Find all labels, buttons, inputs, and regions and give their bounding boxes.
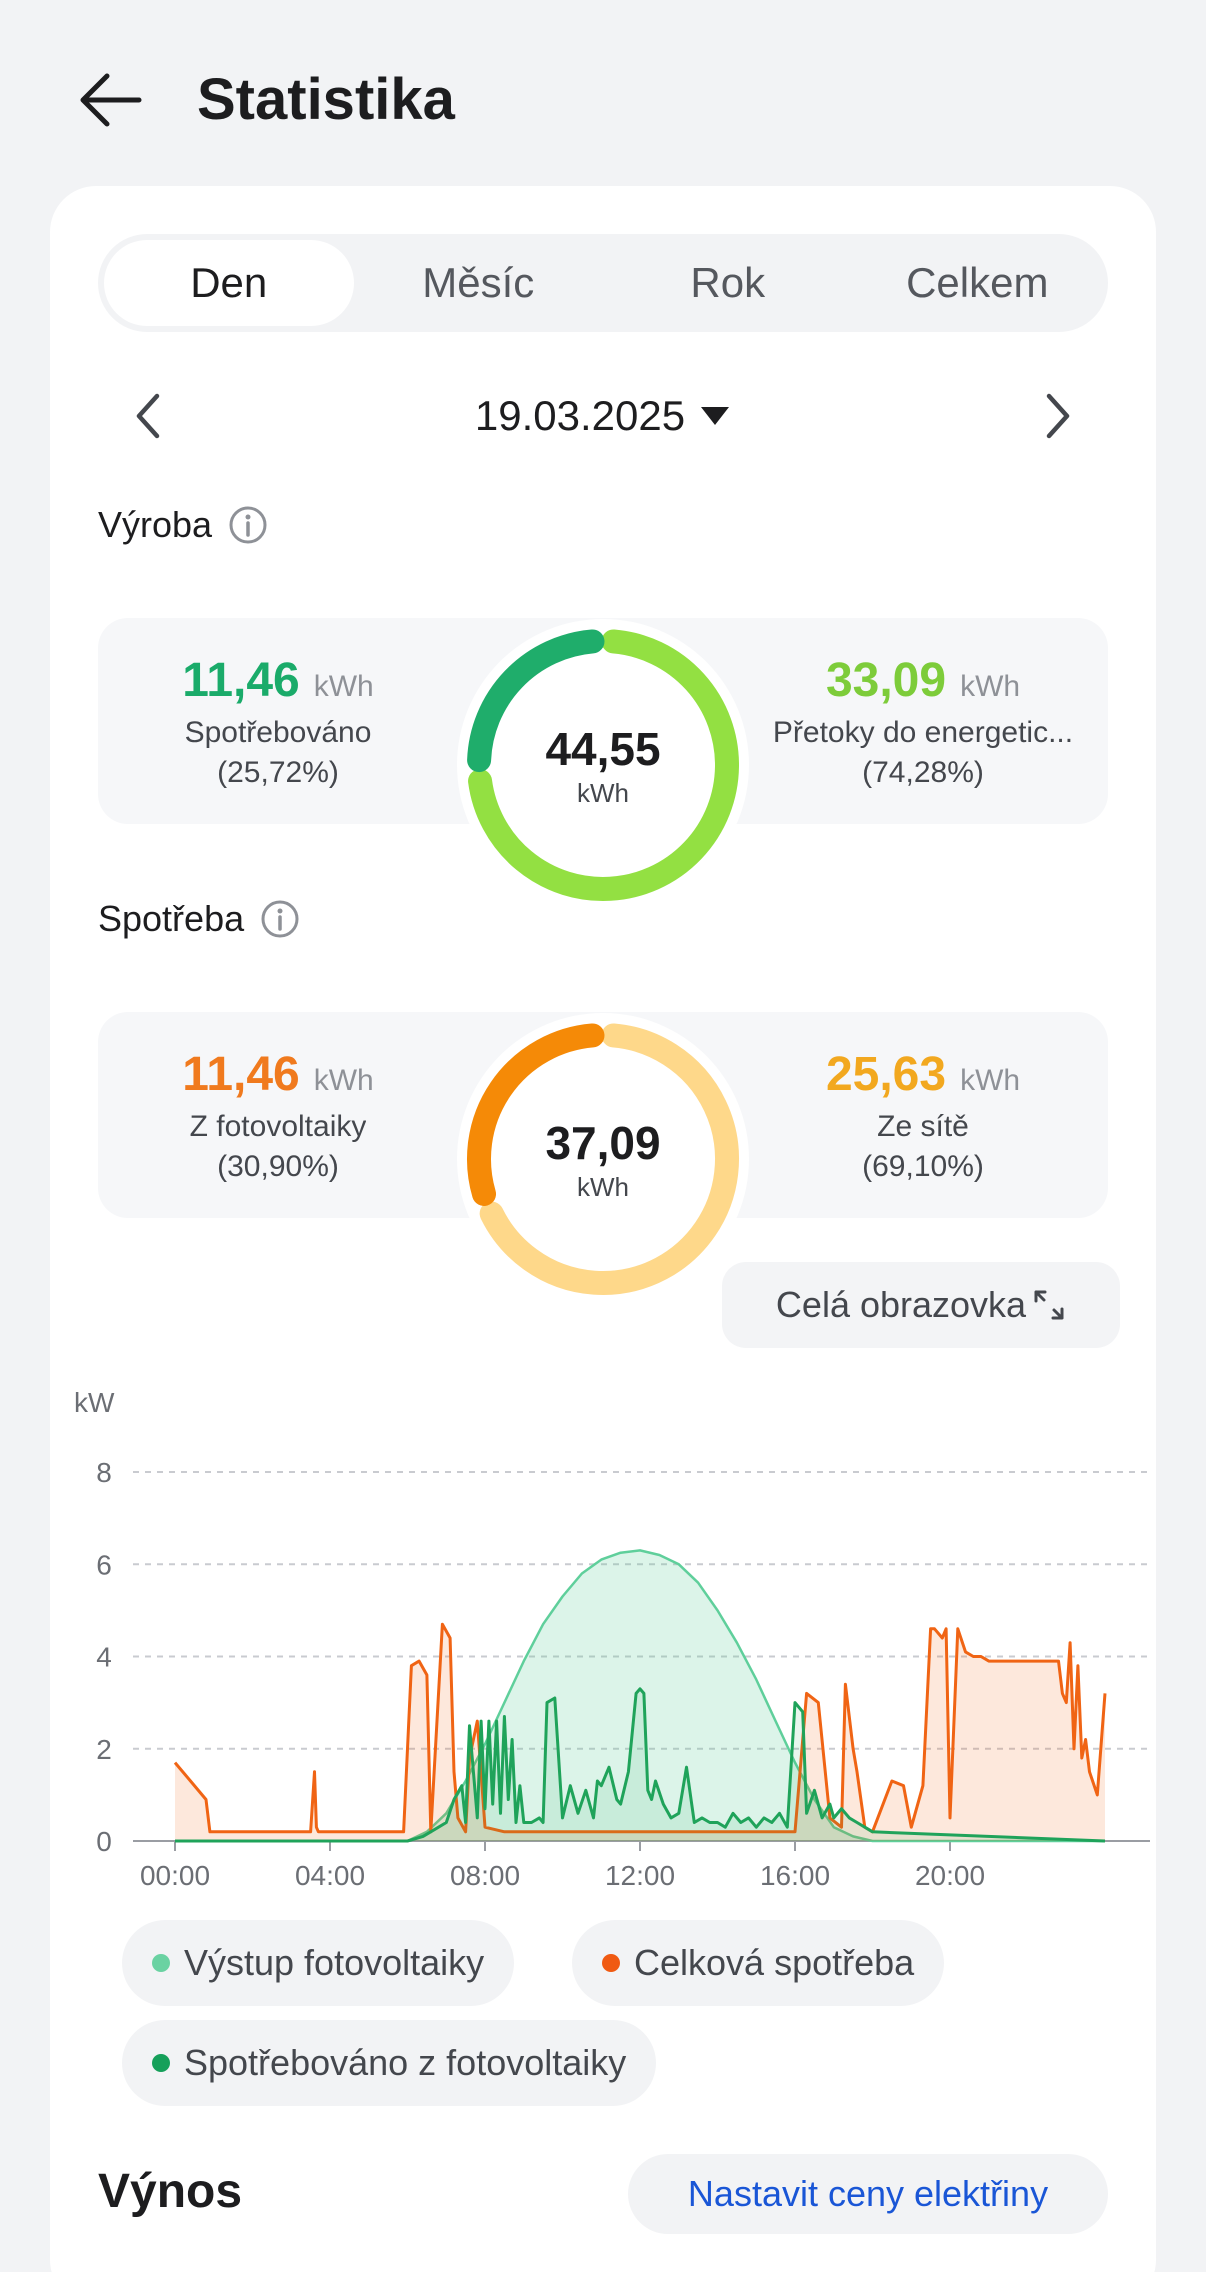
production-exported-value: 33,09: [825, 653, 947, 707]
tab-year[interactable]: Rok: [690, 259, 766, 306]
production-consumed-value: 11,46: [182, 653, 300, 707]
donut-arc-exported: [468, 629, 739, 901]
period-tabs: Den Měsíc Rok Celkem: [98, 234, 1108, 332]
previous-date-button[interactable]: [118, 386, 178, 446]
legend-dot-pv-output: [152, 1954, 170, 1972]
consumption-section-label: Spotřeba: [98, 898, 300, 940]
date-picker[interactable]: 19.03.2025: [98, 376, 1108, 456]
consumption-from-pv-percent: (30,90%): [217, 1149, 339, 1183]
x-tick-label: 08:00: [450, 1860, 520, 1886]
caret-down-icon: [701, 407, 730, 425]
fullscreen-button[interactable]: Celá obrazovka: [722, 1262, 1120, 1348]
y-tick-label: 0: [96, 1826, 112, 1857]
fullscreen-label: Celá obrazovka: [775, 1284, 1027, 1325]
yield-title: Výnos: [98, 2165, 243, 2218]
series-pv-output-line: [175, 1549, 1105, 1843]
legend-label-pv-output: Výstup fotovoltaiky: [184, 1942, 485, 1983]
legend-total-consumption[interactable]: Celková spotřeba: [572, 1920, 945, 2006]
info-icon[interactable]: [260, 899, 300, 939]
tab-day[interactable]: Den: [104, 240, 354, 326]
legend-self-consumption[interactable]: Spotřebováno z fotovoltaiky: [122, 2020, 657, 2106]
consumption-total-value: 37,09: [545, 1116, 661, 1169]
selected-date: 19.03.2025: [474, 392, 686, 439]
legend-dot-total-consumption: [602, 1954, 620, 1972]
arrow-left-icon: [80, 73, 142, 127]
legend-dot-self-consumption: [152, 2054, 170, 2072]
consumption-from-pv-unit: kWh: [313, 1063, 374, 1097]
tab-total[interactable]: Celkem: [906, 259, 1049, 306]
production-exported-unit: kWh: [960, 669, 1021, 703]
x-tick-label: 00:00: [140, 1860, 210, 1886]
consumption-from-grid: 25,63 kWh Ze sítě (69,10%): [738, 1012, 1108, 1218]
production-total-unit: kWh: [577, 777, 629, 808]
production-exported-label: Přetoky do energetic...: [772, 715, 1074, 749]
production-donut-ring: [457, 619, 749, 911]
production-consumed: 11,46 kWh Spotřebováno (25,72%): [98, 618, 458, 824]
production-label: Výroba: [98, 504, 213, 545]
production-consumed-percent: (25,72%): [217, 755, 339, 789]
legend-label-self-consumption: Spotřebováno z fotovoltaiky: [184, 2042, 627, 2083]
donut-arc-from-pv: [467, 1023, 605, 1206]
statistics-card: Den Měsíc Rok Celkem 19.03.2025 Výroba 1…: [50, 186, 1156, 2272]
chevron-left-icon: [136, 393, 160, 439]
next-date-button[interactable]: [1028, 386, 1088, 446]
consumption-total-unit: kWh: [577, 1171, 629, 1202]
x-tick-label: 20:00: [915, 1860, 985, 1886]
date-navigator: 19.03.2025: [98, 376, 1108, 456]
consumption-from-grid-value: 25,63: [825, 1047, 947, 1101]
x-tick-label: 16:00: [760, 1860, 830, 1886]
consumption-from-grid-percent: (69,10%): [862, 1149, 984, 1183]
donut-arc-from-grid: [479, 1023, 739, 1295]
tab-month[interactable]: Měsíc: [422, 259, 535, 306]
legend-pv-output[interactable]: Výstup fotovoltaiky: [122, 1920, 515, 2006]
back-button[interactable]: [72, 62, 148, 138]
y-axis-unit-label: kW: [74, 1387, 115, 1418]
y-tick-label: 4: [96, 1642, 112, 1673]
production-exported-percent: (74,28%): [862, 755, 984, 789]
series-self-consumption-area: [175, 1688, 1105, 1841]
chevron-right-icon: [1046, 393, 1070, 439]
production-consumed-unit: kWh: [313, 669, 374, 703]
consumption-donut-ring: [457, 1013, 749, 1305]
set-electricity-prices-button[interactable]: Nastavit ceny elektřiny: [628, 2154, 1108, 2234]
expand-icon: [1034, 1290, 1064, 1320]
y-tick-label: 2: [96, 1734, 112, 1765]
legend-label-total-consumption: Celková spotřeba: [634, 1942, 915, 1983]
page-title: Statistika: [197, 67, 455, 132]
donut-arc-consumed: [467, 629, 605, 773]
consumption-from-pv-value: 11,46: [182, 1047, 300, 1101]
consumption-label: Spotřeba: [98, 898, 245, 939]
production-donut: 44,55 kWh: [455, 617, 751, 913]
consumption-from-grid-unit: kWh: [960, 1063, 1021, 1097]
y-tick-label: 8: [96, 1457, 112, 1488]
series-self-consumption-line: [175, 1687, 1106, 1843]
series-pv-output-area: [175, 1550, 1105, 1841]
app-header: Statistika: [0, 0, 1206, 190]
consumption-from-pv-label: Z fotovoltaiky: [189, 1109, 367, 1143]
series-total-consumption-line: [173, 1622, 1107, 1834]
production-consumed-label: Spotřebováno: [184, 715, 372, 749]
series-total-consumption-area: [175, 1624, 1105, 1841]
consumption-donut: 37,09 kWh: [455, 1011, 751, 1307]
production-section-label: Výroba: [98, 504, 268, 546]
consumption-from-grid-label: Ze sítě: [877, 1109, 969, 1143]
production-total-value: 44,55: [545, 722, 661, 775]
x-tick-label: 12:00: [605, 1860, 675, 1886]
y-tick-label: 6: [96, 1549, 112, 1580]
production-exported: 33,09 kWh Přetoky do energetic... (74,28…: [738, 618, 1108, 824]
x-tick-label: 04:00: [295, 1860, 365, 1886]
consumption-from-pv: 11,46 kWh Z fotovoltaiky (30,90%): [98, 1012, 458, 1218]
info-icon[interactable]: [228, 505, 268, 545]
